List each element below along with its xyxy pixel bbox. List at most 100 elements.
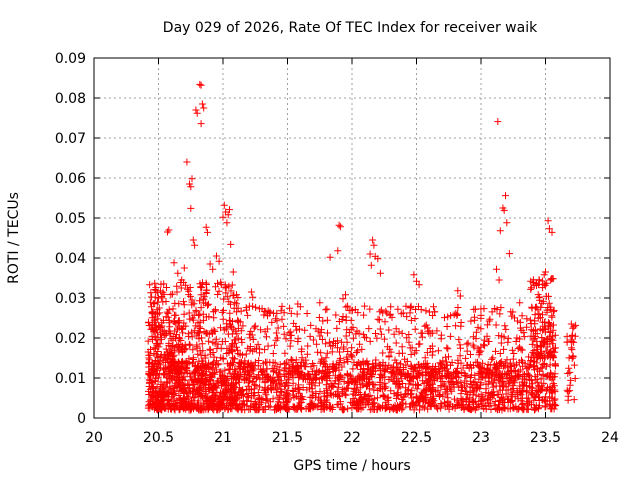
data-point: [278, 388, 286, 396]
data-point: [197, 304, 205, 312]
data-point: [343, 384, 351, 392]
data-point: [376, 269, 384, 277]
data-point: [428, 342, 436, 350]
data-point: [476, 363, 484, 371]
data-point: [360, 368, 368, 376]
data-point: [203, 365, 211, 373]
data-point: [372, 356, 380, 364]
data-point: [422, 307, 430, 315]
data-point: [339, 295, 347, 303]
data-point: [170, 344, 178, 352]
data-point: [147, 379, 155, 386]
data-point: [197, 81, 205, 89]
data-point: [202, 329, 210, 337]
data-point: [489, 354, 497, 362]
data-point: [159, 391, 166, 399]
data-point: [296, 303, 304, 311]
data-point: [387, 348, 395, 356]
data-point: [386, 310, 394, 318]
data-point: [236, 318, 244, 326]
data-point: [155, 369, 163, 377]
data-point: [329, 368, 337, 375]
data-point: [378, 404, 386, 412]
data-point: [418, 329, 426, 337]
data-point: [193, 343, 201, 351]
data-point: [377, 306, 385, 314]
data-point: [277, 403, 285, 411]
data-point: [148, 293, 156, 301]
data-point: [523, 315, 531, 323]
data-point: [313, 366, 321, 374]
data-point: [349, 365, 357, 373]
data-point: [179, 329, 187, 337]
data-point: [238, 358, 245, 366]
data-point: [280, 309, 288, 317]
data-point: [493, 405, 501, 413]
data-point: [509, 355, 517, 363]
data-point: [314, 327, 322, 335]
data-point: [150, 344, 158, 352]
data-point: [540, 379, 548, 387]
data-point: [482, 402, 490, 409]
data-point: [391, 356, 399, 364]
data-point: [495, 332, 503, 340]
data-point: [406, 344, 414, 352]
data-point: [467, 371, 475, 379]
y-tick-label: 0.09: [55, 51, 86, 67]
data-point: [369, 363, 377, 371]
data-point: [209, 349, 217, 356]
data-point: [342, 303, 350, 311]
data-point: [464, 339, 472, 347]
data-point: [513, 360, 520, 368]
data-point: [528, 304, 536, 312]
data-point: [474, 323, 482, 331]
data-point: [229, 370, 237, 378]
data-point: [197, 283, 205, 291]
data-point: [269, 358, 277, 366]
data-point: [215, 393, 223, 401]
data-point: [495, 401, 502, 409]
data-point: [416, 364, 424, 372]
data-point: [405, 331, 413, 338]
data-point: [480, 305, 488, 313]
data-point: [218, 308, 226, 316]
data-point: [219, 390, 227, 398]
data-point: [283, 398, 291, 406]
data-point: [540, 271, 548, 279]
data-point: [499, 393, 507, 401]
data-point: [500, 333, 508, 341]
data-point: [495, 391, 503, 399]
data-point: [163, 355, 171, 363]
x-tick-label: 23.5: [530, 430, 561, 446]
data-point: [534, 365, 542, 373]
data-point: [533, 330, 541, 338]
data-point: [551, 388, 559, 396]
data-point: [523, 387, 531, 395]
data-point: [437, 335, 445, 343]
data-point: [546, 361, 554, 369]
data-point: [292, 323, 300, 330]
data-point: [297, 398, 305, 406]
data-point: [535, 393, 542, 401]
data-point: [249, 302, 257, 310]
data-point: [411, 315, 419, 322]
data-point: [401, 390, 409, 398]
data-point: [534, 305, 542, 313]
data-point: [177, 337, 185, 344]
data-point: [402, 400, 410, 408]
data-point: [175, 360, 183, 367]
data-point: [368, 373, 376, 380]
data-point: [252, 303, 260, 311]
data-point: [531, 405, 539, 413]
data-point: [376, 378, 384, 386]
data-point: [320, 357, 328, 365]
data-point: [480, 365, 488, 372]
data-point: [197, 351, 205, 359]
data-point: [286, 331, 294, 339]
data-point: [286, 342, 294, 350]
data-point: [471, 378, 479, 386]
data-point: [454, 304, 462, 311]
data-point: [335, 221, 343, 229]
data-point: [570, 361, 578, 369]
